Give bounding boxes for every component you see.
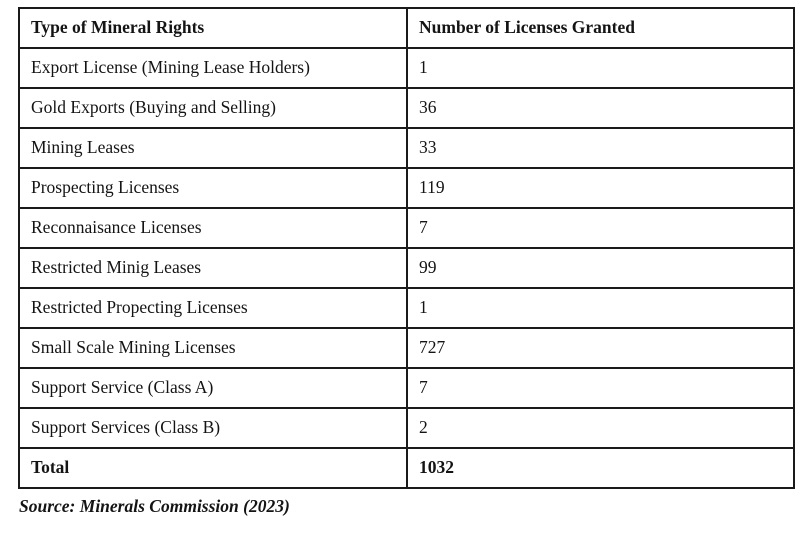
cell-count: 1 bbox=[406, 287, 795, 329]
source-note: Source: Minerals Commission (2023) bbox=[19, 496, 290, 516]
cell-type: Restricted Minig Leases bbox=[18, 247, 408, 289]
column-header-count: Number of Licenses Granted bbox=[406, 7, 795, 49]
table-row: Prospecting Licenses 119 bbox=[18, 167, 795, 209]
cell-count: 1 bbox=[406, 47, 795, 89]
cell-count: 2 bbox=[406, 407, 795, 449]
cell-type: Support Service (Class A) bbox=[18, 367, 408, 409]
cell-type: Small Scale Mining Licenses bbox=[18, 327, 408, 369]
header-row: Type of Mineral Rights Number of License… bbox=[18, 7, 795, 49]
cell-type: Mining Leases bbox=[18, 127, 408, 169]
table-row: Small Scale Mining Licenses 727 bbox=[18, 327, 795, 369]
total-value: 1032 bbox=[406, 447, 795, 489]
table-row: Restricted Propecting Licenses 1 bbox=[18, 287, 795, 329]
table-row: Reconnaisance Licenses 7 bbox=[18, 207, 795, 249]
cell-type: Export License (Mining Lease Holders) bbox=[18, 47, 408, 89]
cell-type: Gold Exports (Buying and Selling) bbox=[18, 87, 408, 129]
cell-type: Prospecting Licenses bbox=[18, 167, 408, 209]
cell-count: 99 bbox=[406, 247, 795, 289]
cell-count: 33 bbox=[406, 127, 795, 169]
table-row: Support Service (Class A) 7 bbox=[18, 367, 795, 409]
mineral-rights-table: Type of Mineral Rights Number of License… bbox=[18, 7, 795, 489]
total-label: Total bbox=[18, 447, 408, 489]
table-row: Export License (Mining Lease Holders) 1 bbox=[18, 47, 795, 89]
cell-count: 36 bbox=[406, 87, 795, 129]
cell-count: 119 bbox=[406, 167, 795, 209]
cell-type: Reconnaisance Licenses bbox=[18, 207, 408, 249]
table-row: Support Services (Class B) 2 bbox=[18, 407, 795, 449]
table-row: Mining Leases 33 bbox=[18, 127, 795, 169]
cell-type: Restricted Propecting Licenses bbox=[18, 287, 408, 329]
column-header-type: Type of Mineral Rights bbox=[18, 7, 408, 49]
cell-count: 7 bbox=[406, 207, 795, 249]
cell-count: 727 bbox=[406, 327, 795, 369]
cell-count: 7 bbox=[406, 367, 795, 409]
table-row: Gold Exports (Buying and Selling) 36 bbox=[18, 87, 795, 129]
total-row: Total 1032 bbox=[18, 447, 795, 489]
document-page: Type of Mineral Rights Number of License… bbox=[18, 7, 795, 516]
table-row: Restricted Minig Leases 99 bbox=[18, 247, 795, 289]
cell-type: Support Services (Class B) bbox=[18, 407, 408, 449]
